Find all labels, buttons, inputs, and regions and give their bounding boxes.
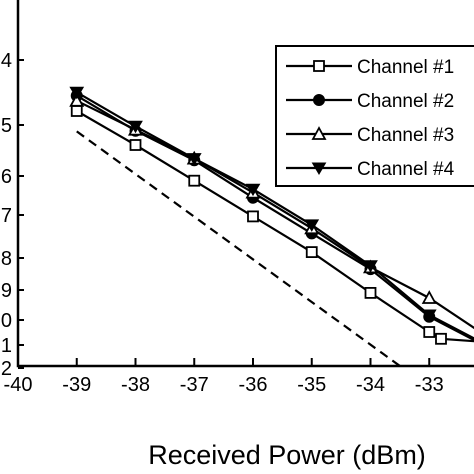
y-tick-label: 8 [1, 248, 12, 270]
data-point-triangle [311, 126, 327, 140]
data-point-triangle [421, 290, 437, 304]
x-tick-label: -40 [4, 374, 33, 396]
data-point-square [188, 174, 201, 187]
data-point-triangle-down [363, 260, 378, 273]
x-axis-label: Received Power (dBm) [148, 440, 426, 470]
data-point-triangle-down [128, 120, 143, 134]
data-point-square [305, 246, 318, 259]
x-tick-label: -36 [239, 374, 268, 396]
data-point-triangle [69, 92, 85, 107]
data-point-square [364, 286, 377, 299]
legend-box [275, 45, 474, 187]
legend: Channel #1 Channel #2 Channel #3 Channel #4 [275, 45, 474, 187]
data-point-square [129, 139, 142, 151]
x-axis: -40-39-38-37-36-35-34-33-3 [4, 358, 444, 396]
legend-label: Channel #3 [357, 125, 454, 146]
series-layer [69, 86, 474, 367]
series-reference-dashed [76, 130, 401, 367]
series-line [76, 99, 474, 330]
data-point-circle [313, 94, 325, 106]
data-point-triangle-down [69, 86, 85, 100]
x-tick-label: -33 [415, 374, 444, 396]
y-tick-label: 10 [0, 310, 12, 332]
data-point-triangle-down [245, 183, 261, 197]
y-tick-label: 6 [1, 166, 12, 188]
series-channel-1 [70, 105, 474, 345]
data-point-square [423, 326, 436, 338]
y-tick-label: 7 [1, 205, 12, 227]
data-point-square [247, 210, 259, 223]
legend-label: Channel #4 [357, 159, 455, 180]
data-point-triangle-down [311, 162, 327, 175]
y-tick-label: 1 [1, 335, 12, 357]
series-line [76, 130, 401, 367]
data-point-triangle-down [421, 309, 437, 322]
legend-label: Channel #2 [357, 91, 454, 112]
data-point-triangle-down [186, 153, 202, 166]
y-tick-labels: 4 5 6 7 8 9 10 12 [0, 50, 24, 380]
data-point-square [313, 60, 325, 72]
x-tick-label: -39 [62, 374, 91, 396]
x-tick-label: -38 [121, 374, 150, 396]
x-tick-label: -37 [180, 374, 209, 396]
y-tick-label: 4 [1, 50, 12, 72]
data-point-square [70, 105, 83, 117]
series-line [76, 91, 474, 340]
x-tick-label: -35 [297, 374, 326, 396]
data-point-triangle-down [304, 219, 320, 232]
legend-label: Channel #1 [357, 57, 454, 78]
series-channel-4 [69, 86, 474, 340]
data-point-square [435, 332, 447, 345]
y-tick-label: 5 [1, 115, 12, 137]
y-tick-label: 9 [1, 280, 12, 302]
y-tick-label: 2 [1, 358, 12, 380]
x-tick-label: -34 [356, 374, 385, 396]
